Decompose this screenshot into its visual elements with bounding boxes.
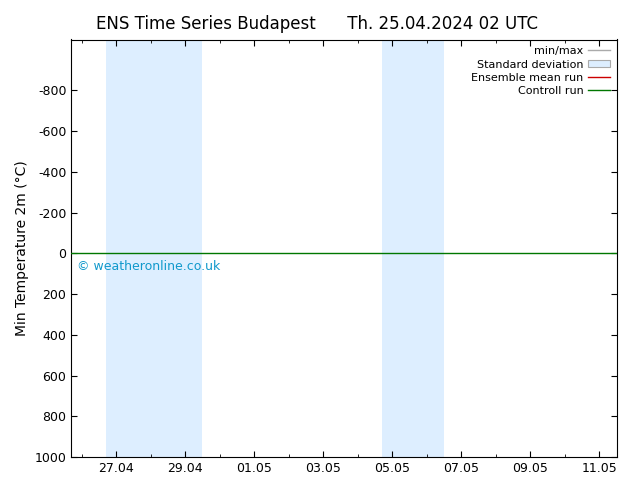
Text: ENS Time Series Budapest      Th. 25.04.2024 02 UTC: ENS Time Series Budapest Th. 25.04.2024 … — [96, 15, 538, 33]
Bar — [382, 40, 444, 457]
Bar — [151, 40, 202, 457]
Bar — [106, 40, 151, 457]
Text: © weatheronline.co.uk: © weatheronline.co.uk — [77, 260, 220, 272]
Y-axis label: Min Temperature 2m (°C): Min Temperature 2m (°C) — [15, 160, 29, 336]
Legend: min/max, Standard deviation, Ensemble mean run, Controll run: min/max, Standard deviation, Ensemble me… — [467, 42, 614, 100]
